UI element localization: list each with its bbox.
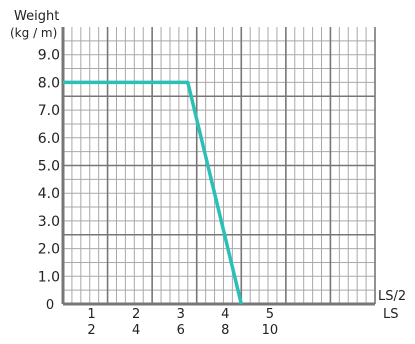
y-tick-label: 3.0 xyxy=(38,214,60,230)
grid xyxy=(63,27,376,304)
x-tick-label-bottom: 6 xyxy=(177,323,185,338)
x-axis-title-top: LS/2 xyxy=(378,289,406,304)
series-layer xyxy=(63,80,244,305)
y-tick-label: 7.0 xyxy=(38,103,60,119)
y-tick-label: 9.0 xyxy=(38,48,60,64)
x-tick-label-top: 1 xyxy=(87,307,95,322)
axes xyxy=(61,27,375,306)
y-tick-label: 1.0 xyxy=(38,269,60,285)
y-axis-title-line1: Weight xyxy=(14,9,59,24)
x-tick-label-top: 3 xyxy=(177,307,185,322)
x-tick-label-bottom: 10 xyxy=(262,323,279,338)
series-line xyxy=(63,80,244,305)
y-tick-label: 5.0 xyxy=(38,159,60,175)
x-tick-label-bottom: 4 xyxy=(132,323,140,338)
y-tick-label: 2.0 xyxy=(38,242,60,258)
x-tick-label-bottom: 8 xyxy=(221,323,229,338)
tick-labels: 1.02.03.04.05.06.07.08.09.01 2 3 4 52 4 6 8 10 xyxy=(38,48,278,338)
x-tick-label-top: 5 xyxy=(266,307,274,322)
y-tick-label: 6.0 xyxy=(38,131,60,147)
x-tick-label-bottom: 2 xyxy=(87,323,95,338)
x-tick-label-top: 2 xyxy=(132,307,140,322)
x-axis-title-bottom: LS xyxy=(383,307,399,322)
y-tick-label: 8.0 xyxy=(38,75,60,91)
x-tick-label-top: 4 xyxy=(221,307,229,322)
y-tick-label: 4.0 xyxy=(38,186,60,202)
y-axis-title-line2: (kg / m) xyxy=(10,26,57,40)
origin-label: 0 xyxy=(46,298,54,313)
